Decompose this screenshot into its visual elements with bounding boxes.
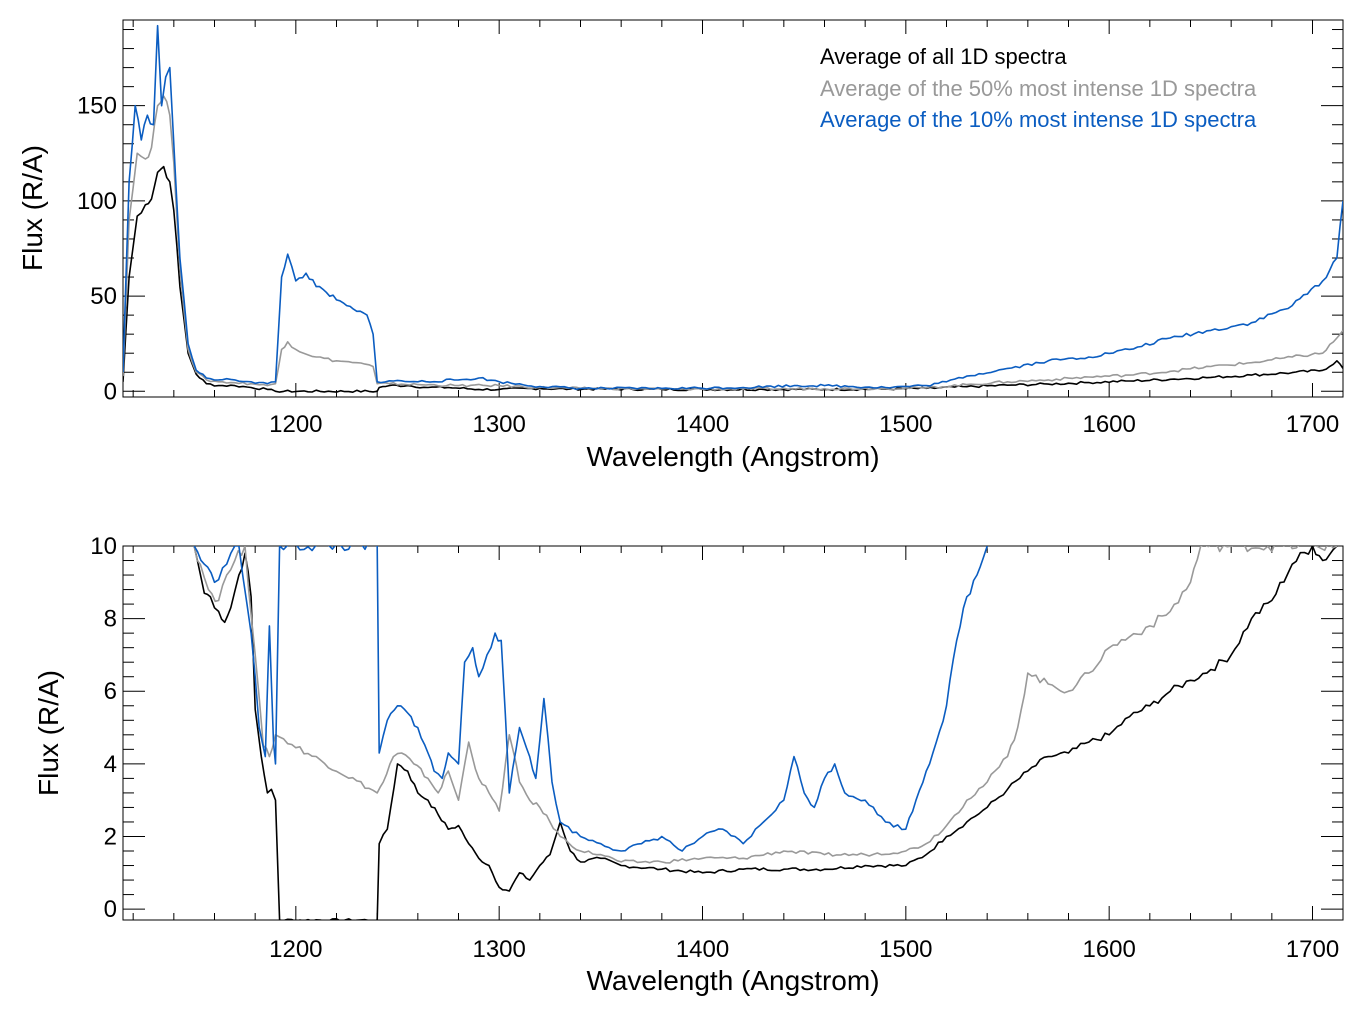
top-y-tick-label: 100 [77, 188, 117, 215]
top-panel: 1200 1300 1400 1500 1600 1700 0 50 100 150 Wavele… [17, 19, 1344, 472]
bottom-y-tick-label: 0 [104, 896, 117, 923]
top-x-tick-label: 1500 [879, 411, 932, 438]
bottom-y-tick-label: 8 [104, 606, 117, 633]
bottom-x-tick-label: 1300 [472, 936, 525, 963]
bottom-x-axis-label: Wavelength (Angstrom) [586, 965, 879, 996]
legend-entry-50pct: Average of the 50% most intense 1D spect… [820, 76, 1257, 101]
top-x-tick-label: 1400 [676, 411, 729, 438]
legend-entry-10pct: Average of the 10% most intense 1D spect… [820, 107, 1257, 132]
top-series-lines [123, 24, 1343, 393]
top-y-tick-label: 0 [104, 378, 117, 405]
bottom-y-tick-label: 2 [104, 823, 117, 850]
top-series-line-2 [123, 95, 1343, 391]
bottom-panel: 1200 1300 1400 1500 1600 1700 0 2 4 6 8 10 Waveleng… [33, 533, 1344, 996]
top-x-tick-label: 1600 [1082, 411, 1135, 438]
top-series-line-3 [123, 24, 1343, 391]
top-x-tick-label: 1300 [472, 411, 525, 438]
top-y-tick-label: 150 [77, 93, 117, 120]
bottom-series-line-2 [193, 546, 1338, 864]
bottom-x-tick-label: 1700 [1286, 936, 1339, 963]
bottom-ticks: 1200 1300 1400 1500 1600 1700 0 2 4 6 8 10 [90, 533, 1343, 963]
legend-entry-all: Average of all 1D spectra [820, 44, 1067, 69]
top-ticks: 1200 1300 1400 1500 1600 1700 0 50 100 150 [77, 20, 1343, 438]
bottom-y-tick-label: 4 [104, 751, 117, 778]
bottom-series-lines [193, 546, 1338, 920]
bottom-y-tick-label: 6 [104, 678, 117, 705]
top-y-axis-label: Flux (R/A) [17, 145, 48, 271]
bottom-series-line-1 [193, 546, 1338, 920]
bottom-plot-frame [122, 545, 1344, 921]
legend: Average of all 1D spectra Average of the… [820, 44, 1257, 132]
bottom-y-tick-label: 10 [90, 533, 117, 560]
top-y-tick-label: 50 [90, 283, 117, 310]
top-series-line-1 [123, 165, 1343, 393]
bottom-series-line-3 [193, 546, 988, 852]
bottom-x-tick-label: 1500 [879, 936, 932, 963]
bottom-x-tick-label: 1400 [676, 936, 729, 963]
top-x-axis-label: Wavelength (Angstrom) [586, 441, 879, 472]
top-x-tick-label: 1700 [1286, 411, 1339, 438]
top-x-tick-label: 1200 [269, 411, 322, 438]
bottom-y-axis-label: Flux (R/A) [33, 670, 64, 796]
bottom-x-tick-label: 1600 [1082, 936, 1135, 963]
top-plot-frame [122, 19, 1344, 398]
bottom-x-tick-label: 1200 [269, 936, 322, 963]
